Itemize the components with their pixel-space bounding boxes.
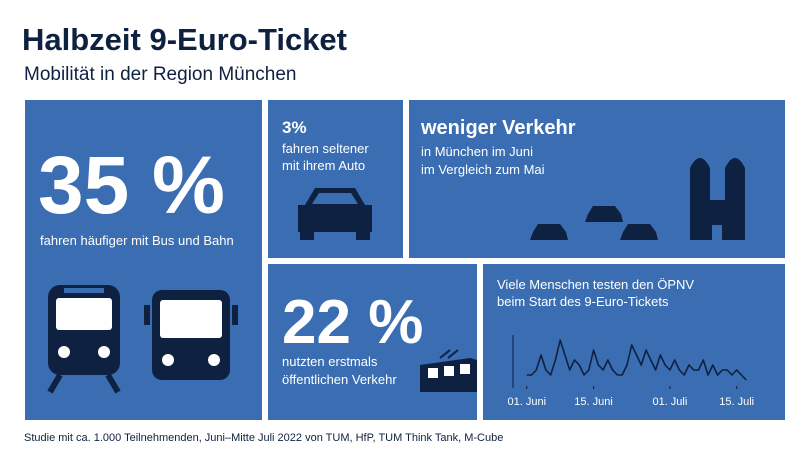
title: Halbzeit 9-Euro-Ticket (22, 22, 347, 57)
tram-icon (420, 349, 477, 392)
subtitle: Mobilität in der Region München (24, 64, 297, 85)
label: fahren seltener (282, 141, 369, 156)
traffic-icons (530, 158, 745, 240)
x-tick-label: 15. Juni (574, 396, 613, 408)
x-tick-label: 01. Juni (508, 396, 547, 408)
trend-line (526, 339, 747, 381)
panels (25, 100, 785, 420)
train-icon (47, 285, 121, 394)
label: in München im Juni (421, 144, 533, 159)
car-icon (298, 188, 372, 240)
x-tick-label: 01. Juli (652, 396, 687, 408)
label: mit ihrem Auto (282, 158, 365, 173)
panel (483, 264, 785, 420)
value: 3% (282, 118, 307, 137)
bus-icon (144, 290, 238, 380)
panel-title: weniger Verkehr (420, 117, 576, 139)
label: fahren häufiger mit Bus und Bahn (40, 233, 234, 248)
footer: Studie mit ca. 1.000 Teilnehmenden, Juni… (24, 432, 503, 444)
label: öffentlichen Verkehr (282, 372, 397, 387)
big-value: 35 % (38, 140, 225, 231)
big-value: 22 % (282, 288, 423, 357)
chart-title: Viele Menschen testen den ÖPNV (497, 277, 694, 292)
x-tick-label: 15. Juli (719, 396, 754, 408)
chart-title: beim Start des 9-Euro-Tickets (497, 294, 669, 309)
label: nutzten erstmals (282, 354, 378, 369)
panel (268, 264, 477, 420)
label: im Vergleich zum Mai (421, 162, 545, 177)
